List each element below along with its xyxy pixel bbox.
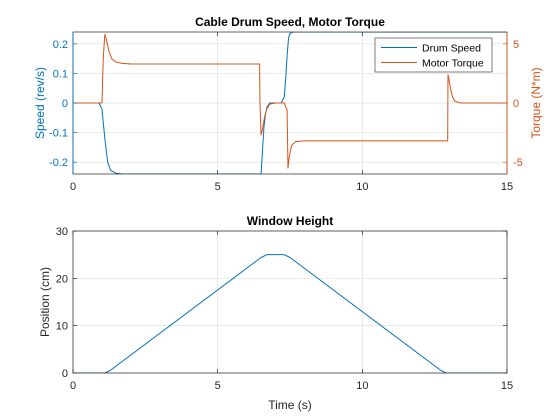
legend-label-motor-torque: Motor Torque [422,58,484,70]
legend-box [374,37,493,73]
bottom-subplot: 0 5 10 15 0 10 20 30 Window Height Position (cm… [38,214,513,412]
bottom-y-tick-label: 30 [56,226,68,238]
series-line-window-height [73,254,507,373]
bottom-chart-title: Window Height [247,214,334,228]
top-x-tick-label: 10 [356,181,368,193]
top-ticks: 0 5 10 15 -0.2 -0.1 0 0.1 0.2 -5 0 5 [49,32,523,193]
bottom-x-axis-label: Time (s) [268,398,312,412]
top-left-axis-label: Speed (rev/s) [33,67,47,139]
bottom-left-axis-label: Position (cm) [38,267,52,337]
top-right-y-tick-label: 0 [513,98,519,110]
bottom-y-tick-label: 10 [56,321,68,333]
bottom-y-tick-label: 0 [62,368,68,380]
top-subplot: 0 5 10 15 -0.2 -0.1 0 0.1 0.2 -5 0 5 Cable Drum Spe… [33,15,543,193]
top-x-tick-label: 0 [70,181,76,193]
top-y-tick-label: 0.2 [53,39,68,51]
top-x-tick-label: 15 [501,181,513,193]
top-y-tick-label: -0.2 [49,157,68,169]
top-x-tick-label: 5 [215,181,221,193]
top-y-tick-label: -0.1 [49,128,68,140]
bottom-x-tick-label: 5 [215,380,221,392]
bottom-series-lines [73,254,507,373]
series-line-motor-torque [73,33,507,169]
bottom-y-tick-label: 20 [56,273,68,285]
series-line-drum-speed [73,32,507,174]
top-right-y-tick-label: -5 [513,157,523,169]
top-y-tick-label: 0 [62,98,68,110]
legend: Drum Speed Motor Torque [374,37,493,73]
legend-label-drum-speed: Drum Speed [422,43,481,55]
top-right-y-tick-label: 5 [513,39,519,51]
bottom-x-tick-label: 15 [501,380,513,392]
top-right-axis-label: Torque (N*m) [529,67,543,138]
bottom-ticks: 0 5 10 15 0 10 20 30 [56,226,513,392]
top-chart-title: Cable Drum Speed, Motor Torque [195,15,385,29]
top-series-lines [73,32,507,174]
bottom-x-tick-label: 0 [70,380,76,392]
top-y-tick-label: 0.1 [53,68,68,80]
bottom-x-tick-label: 10 [356,380,368,392]
bottom-axes-box [72,230,508,374]
